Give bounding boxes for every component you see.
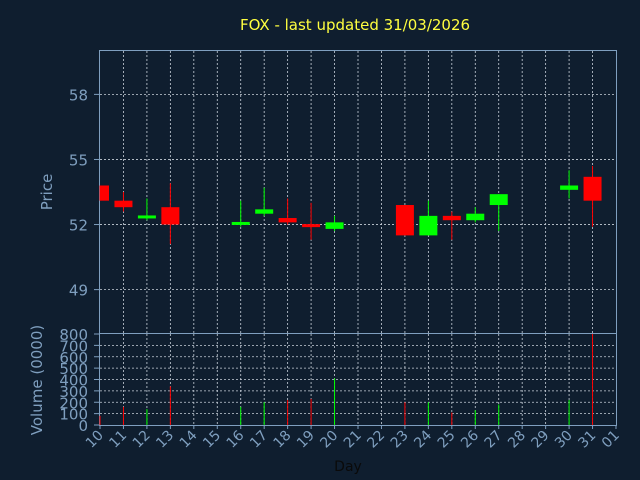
price-grid [100,51,616,333]
x-tick-label: 28 [505,428,529,452]
candle-body [137,215,156,219]
x-tick-label: 23 [388,428,412,452]
x-tick-label: 31 [575,428,599,452]
x-tick-label: 22 [364,428,388,452]
x-tick-label: 24 [411,427,435,451]
price-candles [99,165,602,245]
x-tick-label: 18 [271,428,295,452]
x-tick-label: 14 [177,427,201,451]
candle-body [442,215,461,221]
volume-tick-label: 100 [59,406,88,424]
x-tick-label: 21 [341,428,365,452]
x-tick-label: 12 [130,428,154,452]
x-tick-label: 16 [224,427,248,451]
price-tick-label: 58 [69,86,88,104]
x-tick-label: 29 [529,428,553,452]
candle-body [583,176,602,201]
candle-body [278,218,297,223]
x-tick-label: 15 [200,428,224,452]
volume-tick-label: 600 [59,349,88,367]
price-axis-label: Price [38,174,56,211]
x-axis-label: Day [334,459,362,475]
price-tick-label: 55 [69,151,88,169]
x-tick-label: 01 [599,428,623,452]
candle-body [466,213,485,221]
volume-tick-label: 400 [59,372,88,390]
volume-tick-label: 200 [59,394,88,412]
x-tick-label: 30 [552,428,576,452]
candle-body [100,185,109,201]
candle-body [161,207,180,225]
x-tick-labels: 10 11 12 13 14 15 16 17 18 19 20 21 22 23 24 25 26 27 28 29… [83,425,623,451]
price-tick-label: 52 [69,217,88,235]
volume-tick-label: 800 [59,326,88,344]
candle-body [231,221,250,225]
candle-body [419,215,438,236]
x-tick-label: 11 [106,428,130,452]
chart-title: FOX - last updated 31/03/2026 [240,16,470,34]
volume-tick-label: 700 [59,337,88,355]
candle-body [395,205,414,236]
volume-axis-label: Volume (0000) [28,325,46,435]
x-tick-label: 25 [435,428,459,452]
candle-body [560,185,579,190]
volume-grid [100,334,616,425]
candle-body [325,222,344,229]
candle-body [489,194,508,206]
volume-tick-label: 500 [59,360,88,378]
x-tick-label: 19 [294,428,318,452]
candle-body [255,209,274,214]
volume-tick-label: 300 [59,383,88,401]
x-tick-label: 20 [317,428,341,452]
price-tick-label: 49 [69,282,88,300]
candle-body [302,224,321,228]
volume-bars [99,334,594,425]
x-tick-label: 13 [153,428,177,452]
x-tick-label: 26 [458,427,482,451]
candle-body [114,200,133,208]
x-tick-label: 17 [247,428,271,452]
volume-tick-label: 0 [78,417,88,435]
price-tick-labels: 49 52 55 58 [69,86,100,300]
x-tick-label: 27 [482,428,506,452]
